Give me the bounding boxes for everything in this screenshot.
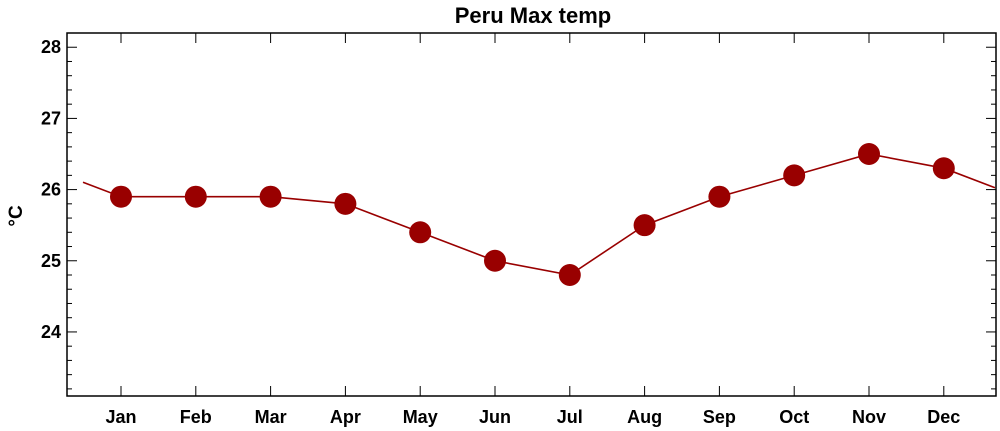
series-max-temp <box>82 143 996 286</box>
data-point-oct <box>783 164 806 187</box>
y-tick-label: 27 <box>41 108 61 128</box>
data-point-jun <box>484 249 506 272</box>
data-point-jul <box>558 264 581 286</box>
plot-area-border <box>66 32 997 397</box>
y-tick-labels: 24 25 26 27 28 <box>41 37 61 342</box>
x-tick-label: Jun <box>479 407 511 427</box>
y-axis-label: °C <box>6 205 27 227</box>
x-tick-label: Nov <box>852 407 886 427</box>
x-tick-label: Mar <box>255 407 287 427</box>
data-point-aug <box>633 214 656 237</box>
series-line <box>82 153 996 276</box>
y-tick-label: 25 <box>41 251 61 271</box>
data-point-may <box>409 221 432 244</box>
axis-ticks <box>67 32 996 396</box>
data-point-mar <box>259 185 282 208</box>
x-tick-labels: Jan Feb Mar Apr May Jun Jul Aug Sep Oct Nov Dec <box>105 407 960 427</box>
x-tick-label: Feb <box>180 407 212 427</box>
plot-frame <box>66 32 997 397</box>
data-point-apr <box>334 192 357 215</box>
y-tick-label: 26 <box>41 180 61 200</box>
x-tick-label: Jan <box>105 407 136 427</box>
y-tick-label: 24 <box>41 322 61 342</box>
x-tick-label: Aug <box>627 407 662 427</box>
x-tick-label: Sep <box>703 407 736 427</box>
chart-title: Peru Max temp <box>455 3 612 28</box>
data-point-jan <box>110 185 132 208</box>
x-tick-label: Oct <box>779 407 809 427</box>
y-tick-label: 28 <box>41 37 61 57</box>
data-point-sep <box>708 185 731 208</box>
x-tick-label: Apr <box>330 407 361 427</box>
data-point-feb <box>184 185 207 208</box>
x-tick-label: Dec <box>927 407 960 427</box>
x-tick-label: May <box>403 407 438 427</box>
x-tick-label: Jul <box>557 407 583 427</box>
data-point-nov <box>858 143 880 165</box>
data-point-dec <box>932 157 955 180</box>
